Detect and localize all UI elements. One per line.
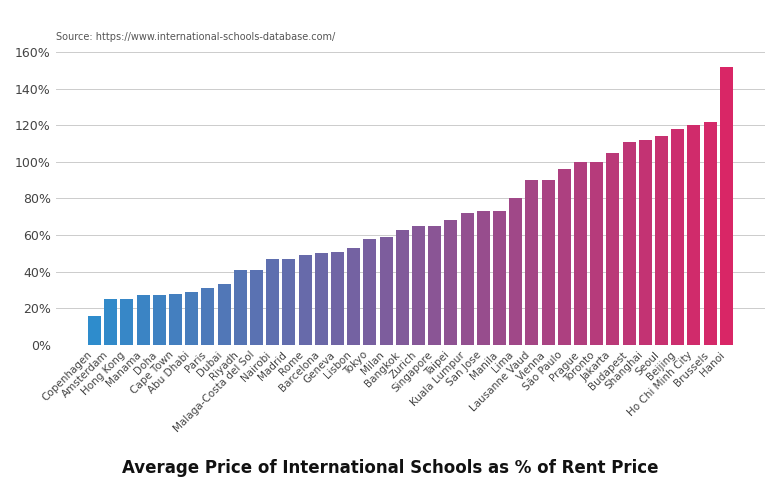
Bar bbox=[509, 198, 522, 345]
Bar bbox=[218, 284, 231, 345]
Bar bbox=[136, 295, 150, 345]
Bar bbox=[574, 162, 587, 345]
Bar bbox=[331, 251, 344, 345]
Bar bbox=[639, 140, 652, 345]
Bar bbox=[493, 211, 506, 345]
Bar bbox=[622, 142, 636, 345]
Bar bbox=[266, 259, 279, 345]
Bar bbox=[541, 180, 555, 345]
Text: Source: https://www.international-schools-database.com/: Source: https://www.international-school… bbox=[55, 33, 335, 43]
Bar bbox=[704, 121, 717, 345]
Bar bbox=[655, 136, 668, 345]
Bar bbox=[201, 288, 215, 345]
Bar bbox=[105, 299, 117, 345]
Bar bbox=[526, 180, 538, 345]
Bar bbox=[347, 248, 360, 345]
Bar bbox=[428, 226, 441, 345]
Bar bbox=[477, 211, 490, 345]
Bar bbox=[169, 293, 182, 345]
Bar bbox=[120, 299, 133, 345]
Bar bbox=[363, 239, 376, 345]
Bar bbox=[590, 162, 603, 345]
Bar bbox=[461, 213, 473, 345]
Bar bbox=[606, 152, 619, 345]
Bar bbox=[250, 270, 263, 345]
Bar bbox=[558, 169, 571, 345]
Bar bbox=[234, 270, 246, 345]
Bar bbox=[185, 292, 198, 345]
Bar bbox=[395, 229, 409, 345]
Bar bbox=[687, 125, 700, 345]
Bar bbox=[299, 255, 311, 345]
Bar bbox=[720, 67, 732, 345]
Bar bbox=[282, 259, 296, 345]
Bar bbox=[315, 253, 328, 345]
Text: Average Price of International Schools as % of Rent Price: Average Price of International Schools a… bbox=[122, 459, 658, 477]
Bar bbox=[153, 295, 165, 345]
Bar bbox=[412, 226, 425, 345]
Bar bbox=[445, 220, 457, 345]
Bar bbox=[380, 237, 392, 345]
Bar bbox=[88, 315, 101, 345]
Bar bbox=[672, 129, 684, 345]
